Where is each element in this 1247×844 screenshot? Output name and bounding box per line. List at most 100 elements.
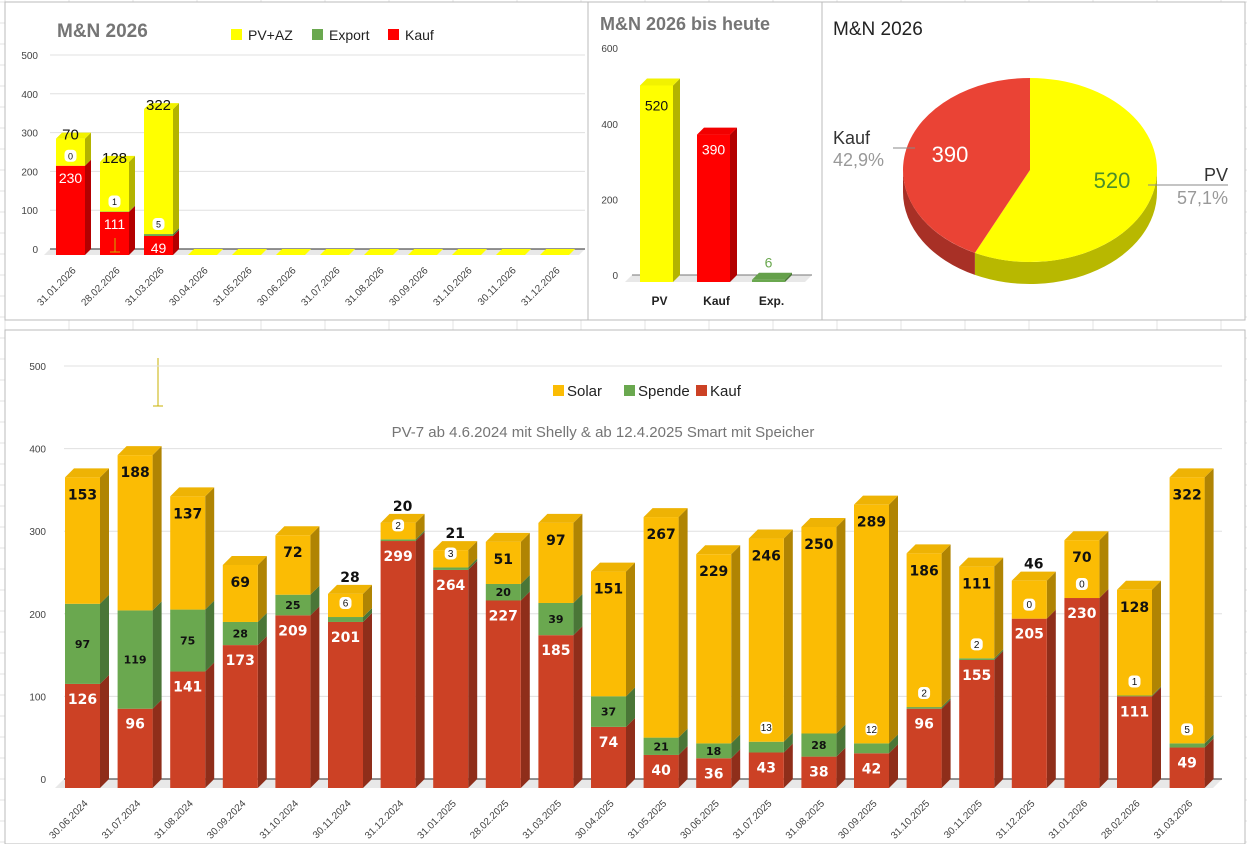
bar-segment-export [144,228,179,236]
bar-stack[interactable] [320,249,355,255]
bar-stack[interactable]: 42 12 289 [854,495,898,788]
value-label-solar: 21 [445,526,464,542]
value-label-spende: 2 [395,521,401,532]
bar-stack[interactable]: 126 97 153 [65,468,109,788]
chart-title: M&N 2026 [833,19,923,40]
value-label-solar: 72 [283,545,302,561]
value-label-kauf: 264 [436,578,465,594]
value-label-export: 1 [112,197,117,207]
bar-stack[interactable] [496,249,531,255]
y-tick-label: 400 [29,445,46,456]
value-label-kauf: 96 [125,717,144,733]
y-tick-label: 400 [601,120,618,131]
bar-empty [232,249,267,255]
bar-stack[interactable] [452,249,487,255]
bar-segment-solar [117,446,162,611]
bar-stack[interactable]: 74 37 151 [591,562,635,788]
bar-stack[interactable]: 201 6 28 [328,570,372,788]
bar-segment-spende [959,649,1004,660]
value-label-spende-bg [339,597,352,610]
value-label-spende: 75 [180,635,195,648]
bar-segment-solar [696,545,741,744]
bar-stack[interactable]: 299 2 20 [380,499,425,788]
bar-stack[interactable]: 209 25 72 [275,526,320,788]
y-tick-label: 500 [29,362,46,373]
value-label-spende: 1 [1132,677,1138,688]
value-label-spende: 39 [548,613,563,626]
bar-segment-kauf [56,159,91,255]
bar-segment-spende [591,687,635,727]
bar-kauf[interactable] [697,127,737,282]
bar-segment-spende [854,734,898,754]
bar-stack[interactable]: 230 0 70 [1064,531,1109,788]
pie-side-kauf [903,170,975,275]
bar-stack[interactable]: 49 5 322 [144,97,179,256]
bar-stack[interactable]: 205 0 46 [1011,557,1056,788]
bar-pv[interactable] [640,78,680,282]
bar-stack[interactable] [540,249,575,255]
bar-stack[interactable]: 230 0 70 [56,127,91,255]
value-label-solar: 137 [173,506,202,522]
bar-stack[interactable]: 96 119 188 [117,446,162,788]
value-label-spende: 0 [1027,600,1033,611]
bar-exp[interactable] [752,272,792,282]
bar-stack[interactable] [408,249,443,255]
value-label-spende: 25 [285,599,300,612]
value-label-spende-bg [1075,578,1088,591]
y-tick-label: 300 [29,527,46,538]
value-label-spende: 2 [921,689,927,700]
y-tick-label: 0 [32,245,38,256]
pie-slice-pv[interactable] [974,78,1157,262]
value-label-export-bg [64,149,77,162]
value-label-spende: 28 [233,628,248,641]
legend-swatch-export [312,29,323,40]
bar-stack[interactable]: 155 2 111 [959,557,1004,788]
value-label-spende: 21 [653,740,668,753]
value-label-solar: 128 [1120,600,1149,616]
bar-stack[interactable] [364,249,399,255]
bar-stack[interactable] [232,249,267,255]
legend-label-spende: Spende [638,383,690,400]
bar-segment-kauf [1169,738,1214,788]
bar-empty [540,249,575,255]
bar-stack[interactable]: 141 75 137 [170,487,215,788]
value-label-solar: 28 [340,570,359,586]
pie-slice-kauf[interactable] [902,78,1030,253]
value-label-export-bg [152,218,165,231]
bar-segment-spende [433,558,478,570]
bar-stack[interactable]: 96 2 186 [906,544,951,788]
bar-stack[interactable] [188,249,223,255]
bar-stack[interactable]: 43 13 246 [748,529,793,788]
bar-stack[interactable] [276,249,311,255]
bar-segment-kauf [748,743,793,788]
value-label-spende-bg [865,723,878,736]
value-label-spende-bg [392,519,405,532]
value-label-pv: 128 [102,150,127,167]
value-label-solar: 46 [1024,557,1043,573]
bar-stack[interactable]: 227 20 51 [485,532,530,788]
bar-stack[interactable]: 49 5 322 [1169,468,1214,788]
pie-side-pv [974,170,1157,284]
bar-stack[interactable]: 173 28 69 [222,555,267,788]
bar-stack[interactable]: 40 21 267 [643,508,688,788]
y-tick-label: 0 [612,271,618,282]
value-label-export: 0 [68,151,73,161]
legend-label-export: Export [329,27,370,43]
value-label-solar: 151 [594,582,623,598]
bar-stack[interactable]: 36 18 229 [696,545,741,788]
y-tick-label: 200 [601,195,618,206]
bar-stack[interactable]: 38 28 250 [801,517,846,788]
bar-segment-solar [222,555,267,622]
total-2026-chart: M&N 2026 bis heute 0 200 400 600 520 PV 390 Kau… [600,14,812,308]
bar-segment-kauf [275,606,320,788]
bar-empty [496,249,531,255]
bar-segment-kauf [591,717,635,788]
pie-percent-pv: 57,1% [1177,188,1228,208]
bar-stack[interactable]: 264 3 21 [433,526,478,788]
bar-stack[interactable]: 185 39 97 [538,513,583,788]
value-label-solar: 69 [231,575,250,591]
chart-title: M&N 2026 [57,21,148,42]
value-label-solar: 246 [752,549,781,565]
